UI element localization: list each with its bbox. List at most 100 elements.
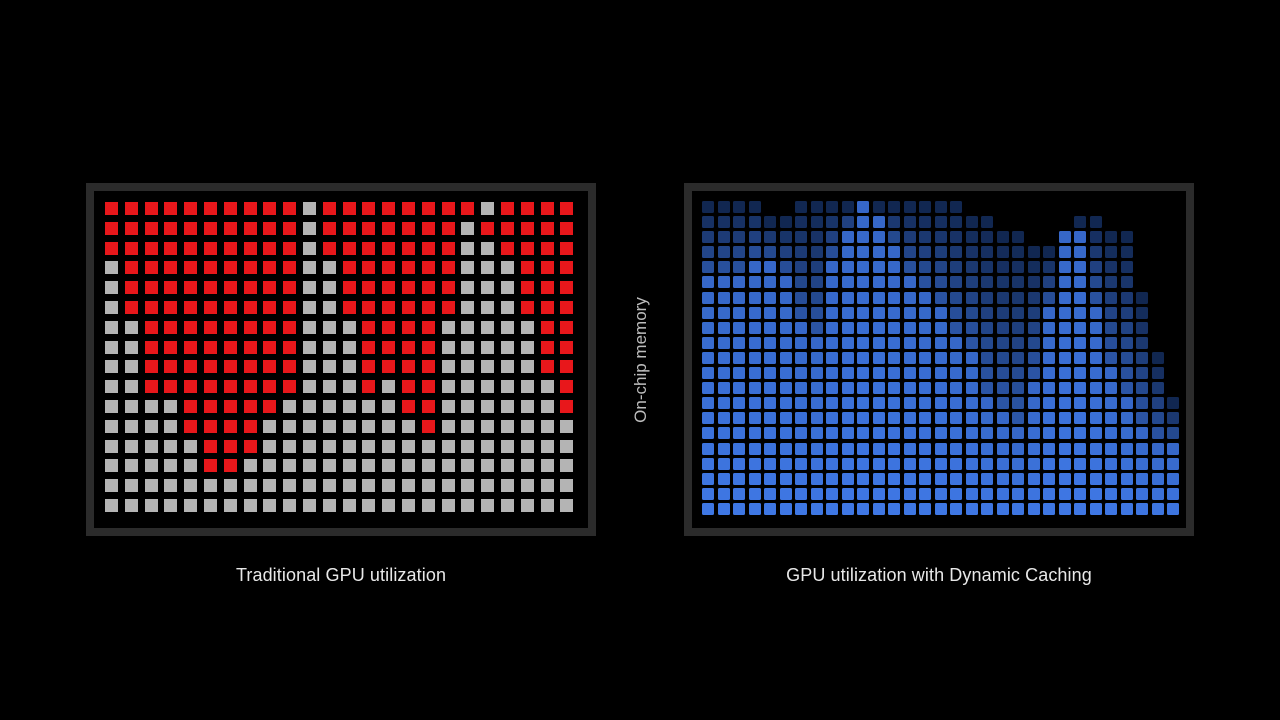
- memory-cell-free: [500, 340, 514, 354]
- memory-cell-active: [903, 291, 916, 304]
- memory-cell-active: [1105, 442, 1117, 455]
- memory-cell-cached: [981, 321, 993, 334]
- memory-cell-free: [540, 498, 554, 512]
- memory-cell-active: [795, 442, 807, 455]
- memory-cell-active: [919, 502, 931, 515]
- memory-cell-free: [322, 498, 336, 512]
- memory-cell-active: [888, 276, 900, 289]
- memory-cell-active: [981, 442, 993, 455]
- memory-cell-free: [560, 498, 574, 512]
- memory-cell-free: [144, 439, 158, 453]
- memory-cell-empty: [1167, 337, 1179, 349]
- memory-cell-active: [717, 427, 730, 440]
- memory-cell-active: [1012, 457, 1024, 470]
- memory-cell-active: [826, 336, 838, 349]
- memory-cell-used: [362, 360, 376, 374]
- memory-cell-used: [520, 281, 534, 295]
- memory-cell-cached: [1012, 231, 1024, 244]
- memory-cell-active: [888, 457, 900, 470]
- memory-cell-cached: [1043, 291, 1055, 304]
- memory-cell-cached: [996, 336, 1009, 349]
- memory-cell-free: [302, 241, 316, 255]
- memory-cell-empty: [1152, 216, 1164, 228]
- memory-cell-cached: [1089, 291, 1102, 304]
- memory-cell-active: [702, 321, 714, 334]
- memory-cell-cached: [919, 276, 931, 289]
- memory-cell-free: [441, 459, 455, 473]
- memory-cell-active: [1058, 231, 1071, 244]
- memory-cell-active: [795, 502, 807, 515]
- memory-cell-cached: [1012, 397, 1024, 410]
- memory-cell-active: [903, 336, 916, 349]
- memory-cell-empty: [981, 201, 993, 213]
- memory-cell-used: [203, 300, 217, 314]
- memory-cell-active: [810, 351, 823, 364]
- memory-cell-used: [401, 300, 415, 314]
- memory-cell-free: [302, 399, 316, 413]
- memory-cell-used: [500, 241, 514, 255]
- memory-cell-cached: [919, 216, 931, 229]
- memory-cell-used: [421, 399, 435, 413]
- memory-cell-free: [342, 439, 356, 453]
- memory-cell-free: [283, 459, 297, 473]
- memory-cell-active: [779, 382, 792, 395]
- memory-cell-cached: [1012, 321, 1024, 334]
- memory-cell-active: [764, 442, 776, 455]
- memory-cell-cached: [981, 382, 993, 395]
- memory-cell-used: [540, 340, 554, 354]
- memory-cell-cached: [1151, 427, 1164, 440]
- memory-cell-free: [105, 459, 118, 473]
- memory-cell-active: [1043, 306, 1055, 319]
- memory-cell-active: [965, 487, 978, 500]
- memory-cell-cached: [1136, 412, 1148, 425]
- memory-cell-active: [841, 382, 854, 395]
- memory-cell-active: [1058, 306, 1071, 319]
- memory-cell-active: [934, 457, 947, 470]
- memory-cell-free: [223, 479, 237, 493]
- memory-cell-cached: [810, 276, 823, 289]
- memory-cell-active: [919, 457, 931, 470]
- memory-cell-active: [717, 472, 730, 485]
- memory-cell-active: [934, 397, 947, 410]
- memory-cell-active: [717, 306, 730, 319]
- memory-cell-free: [302, 479, 316, 493]
- memory-cell-cached: [965, 276, 978, 289]
- memory-cell-cached: [733, 216, 745, 229]
- memory-cell-active: [934, 382, 947, 395]
- memory-cell-used: [283, 380, 297, 394]
- memory-cell-used: [203, 439, 217, 453]
- memory-cell-free: [401, 439, 415, 453]
- memory-cell-cached: [810, 231, 823, 244]
- memory-cell-free: [500, 261, 514, 275]
- memory-cell-active: [1089, 382, 1102, 395]
- memory-cell-active: [1058, 397, 1071, 410]
- memory-cell-used: [342, 202, 356, 215]
- memory-cell-free: [105, 498, 118, 512]
- memory-cell-used: [520, 221, 534, 235]
- memory-cell-active: [950, 382, 962, 395]
- memory-cell-active: [733, 412, 745, 425]
- memory-cell-used: [560, 300, 574, 314]
- memory-cell-used: [124, 261, 138, 275]
- memory-cell-active: [795, 351, 807, 364]
- memory-cell-used: [421, 241, 435, 255]
- memory-cell-used: [283, 241, 297, 255]
- memory-cell-active: [764, 291, 776, 304]
- memory-cell-active: [826, 367, 838, 380]
- memory-cell-used: [223, 459, 237, 473]
- memory-cell-free: [461, 281, 475, 295]
- memory-cell-free: [481, 340, 495, 354]
- memory-cell-cached: [1105, 246, 1117, 259]
- memory-cell-used: [441, 221, 455, 235]
- memory-cell-active: [965, 457, 978, 470]
- memory-cell-empty: [1167, 261, 1179, 273]
- memory-cell-active: [1105, 397, 1117, 410]
- memory-cell-cached: [764, 246, 776, 259]
- memory-cell-free: [105, 320, 118, 334]
- memory-cell-cached: [981, 276, 993, 289]
- memory-cell-used: [560, 261, 574, 275]
- memory-cell-free: [560, 419, 574, 433]
- memory-cell-active: [795, 457, 807, 470]
- memory-cell-used: [124, 241, 138, 255]
- memory-cell-active: [857, 412, 869, 425]
